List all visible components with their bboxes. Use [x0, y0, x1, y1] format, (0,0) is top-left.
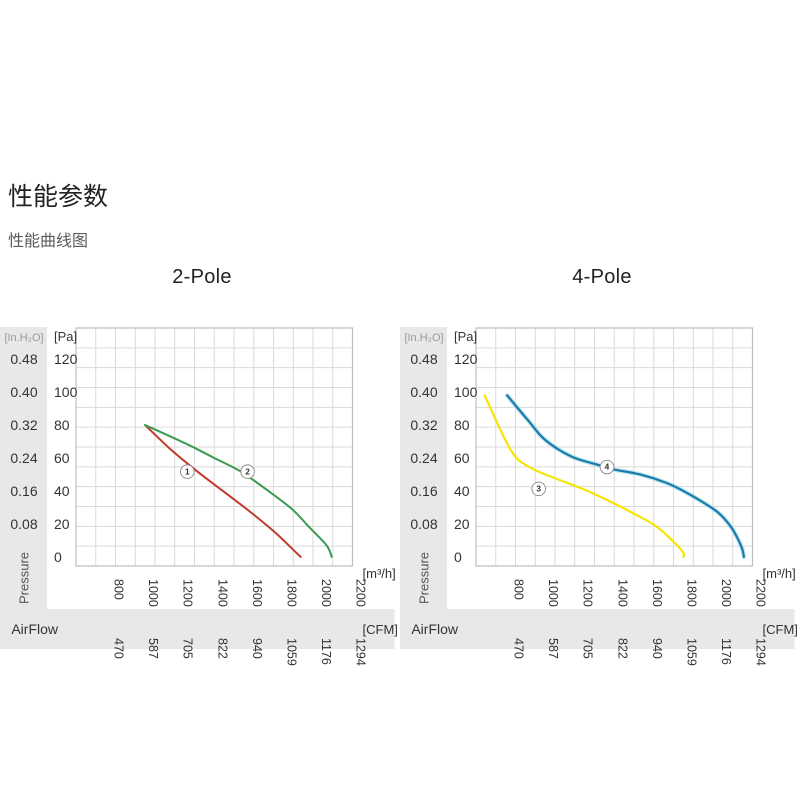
svg-text:120: 120 [54, 351, 78, 367]
svg-text:0.24: 0.24 [410, 450, 437, 466]
svg-text:1000: 1000 [546, 579, 560, 607]
svg-text:3: 3 [536, 483, 541, 493]
svg-text:1600: 1600 [650, 579, 664, 607]
svg-text:0.08: 0.08 [10, 516, 37, 532]
svg-text:20: 20 [54, 516, 70, 532]
svg-text:60: 60 [454, 450, 470, 466]
svg-text:705: 705 [181, 638, 195, 659]
svg-text:[In.H₂O]: [In.H₂O] [404, 332, 443, 344]
svg-text:[Pa]: [Pa] [54, 329, 77, 344]
svg-text:1200: 1200 [181, 579, 195, 607]
svg-text:[Pa]: [Pa] [454, 329, 477, 344]
svg-text:587: 587 [546, 638, 560, 659]
svg-text:0.48: 0.48 [10, 351, 37, 367]
svg-text:100: 100 [454, 384, 478, 400]
svg-text:1176: 1176 [719, 638, 733, 665]
svg-text:1059: 1059 [684, 638, 698, 666]
svg-text:1200: 1200 [581, 579, 595, 607]
svg-text:80: 80 [454, 417, 470, 433]
svg-text:1: 1 [185, 466, 190, 476]
svg-text:AirFlow: AirFlow [11, 621, 59, 637]
svg-text:0.40: 0.40 [10, 384, 37, 400]
svg-text:[m³/h]: [m³/h] [763, 566, 796, 581]
svg-text:2000: 2000 [719, 579, 733, 607]
svg-text:2200: 2200 [754, 579, 768, 607]
svg-text:940: 940 [650, 638, 664, 659]
svg-text:800: 800 [512, 579, 526, 600]
svg-text:705: 705 [581, 638, 595, 659]
svg-text:940: 940 [250, 638, 264, 659]
svg-text:0.16: 0.16 [410, 483, 437, 499]
svg-text:1294: 1294 [754, 638, 768, 666]
svg-text:1600: 1600 [250, 579, 264, 607]
svg-text:0.32: 0.32 [410, 417, 437, 433]
svg-text:Pressure: Pressure [17, 552, 32, 604]
svg-text:470: 470 [512, 638, 526, 659]
svg-text:20: 20 [454, 516, 470, 532]
svg-text:[CFM]: [CFM] [763, 622, 798, 637]
svg-text:2: 2 [245, 466, 250, 476]
svg-text:0: 0 [54, 549, 62, 565]
svg-text:2200: 2200 [354, 579, 368, 607]
svg-text:0.48: 0.48 [410, 351, 437, 367]
svg-text:4: 4 [605, 462, 610, 472]
svg-text:1400: 1400 [615, 579, 629, 607]
svg-text:587: 587 [146, 638, 160, 659]
svg-text:100: 100 [54, 384, 78, 400]
svg-text:0.08: 0.08 [410, 516, 437, 532]
svg-text:60: 60 [54, 450, 70, 466]
svg-text:0.32: 0.32 [10, 417, 37, 433]
svg-text:[m³/h]: [m³/h] [363, 566, 396, 581]
svg-text:1176: 1176 [319, 638, 333, 665]
svg-text:0.24: 0.24 [10, 450, 37, 466]
svg-text:1800: 1800 [284, 579, 298, 607]
svg-text:1294: 1294 [354, 638, 368, 666]
svg-text:[In.H₂O]: [In.H₂O] [4, 332, 43, 344]
svg-text:0: 0 [454, 549, 462, 565]
svg-text:120: 120 [454, 351, 478, 367]
svg-text:822: 822 [615, 638, 629, 659]
svg-text:40: 40 [54, 483, 70, 499]
svg-text:2000: 2000 [319, 579, 333, 607]
svg-text:AirFlow: AirFlow [411, 621, 459, 637]
svg-text:800: 800 [112, 579, 126, 600]
svg-text:470: 470 [112, 638, 126, 659]
svg-text:1000: 1000 [146, 579, 160, 607]
svg-text:1059: 1059 [284, 638, 298, 666]
svg-text:0.16: 0.16 [10, 483, 37, 499]
svg-text:80: 80 [54, 417, 70, 433]
svg-text:822: 822 [215, 638, 229, 659]
svg-text:0.40: 0.40 [410, 384, 437, 400]
svg-text:1800: 1800 [684, 579, 698, 607]
svg-text:Pressure: Pressure [417, 552, 432, 604]
svg-text:1400: 1400 [215, 579, 229, 607]
svg-text:[CFM]: [CFM] [363, 622, 398, 637]
svg-text:40: 40 [454, 483, 470, 499]
